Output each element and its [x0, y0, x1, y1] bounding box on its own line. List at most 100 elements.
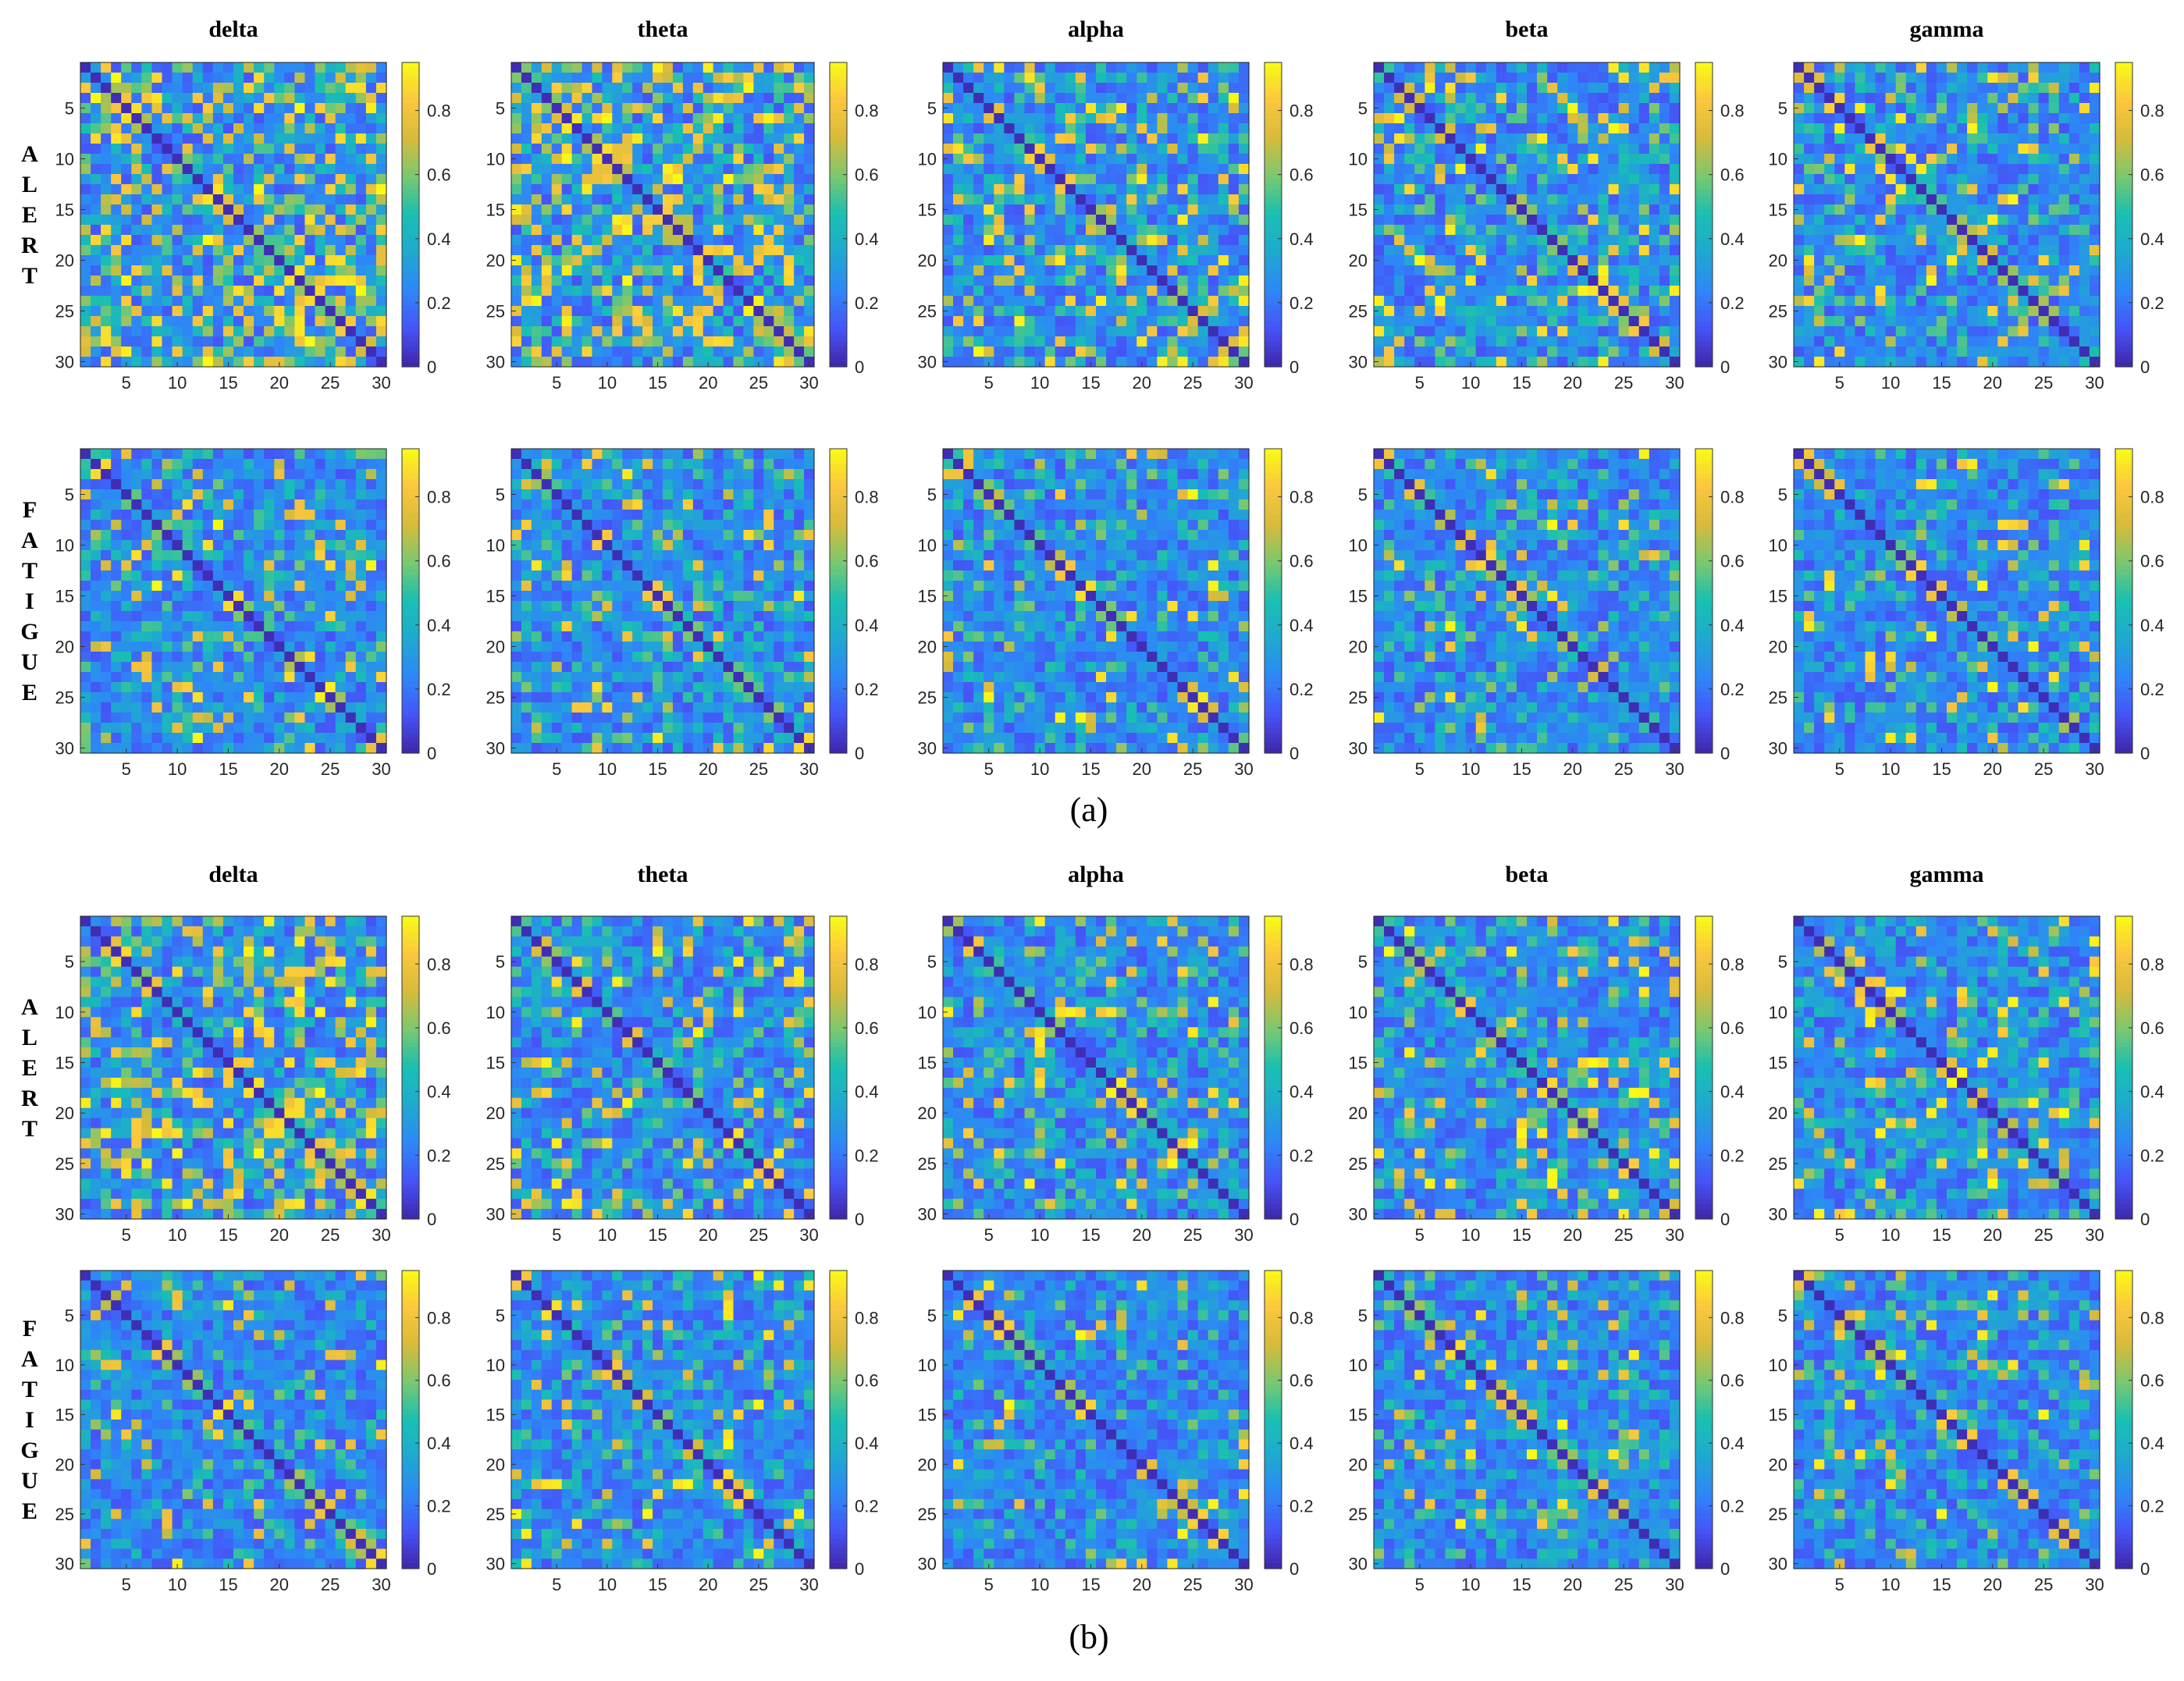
heatmap-cell [101, 123, 112, 134]
heatmap-cell [713, 347, 724, 357]
heatmap-cell [734, 62, 745, 73]
heatmap-cell [592, 326, 603, 337]
heatmap-cell [203, 296, 214, 307]
heatmap-cell [274, 62, 285, 73]
heatmap-cell [244, 265, 254, 276]
heatmap-cell [233, 336, 244, 347]
heatmap-cell [131, 144, 142, 155]
heatmap-cell [521, 326, 532, 337]
heatmap-cell [111, 326, 122, 337]
heatmap-cell [366, 326, 377, 337]
heatmap-cell [521, 194, 532, 205]
heatmap-cell [521, 336, 532, 347]
heatmap-cell [315, 113, 326, 124]
heatmap-cell [642, 225, 653, 236]
heatmap-cell [673, 296, 684, 307]
heatmap-cell [673, 144, 684, 155]
heatmap-cell [663, 245, 674, 256]
heatmap-cell [366, 336, 377, 347]
heatmap-cell [622, 316, 633, 327]
heatmap-cell [642, 93, 653, 104]
heatmap-cell [315, 123, 326, 134]
heatmap-cell [315, 347, 326, 357]
heatmap-cell [151, 286, 162, 297]
heatmap-cell [572, 306, 583, 317]
heatmap-cell [734, 245, 745, 256]
heatmap-cell [294, 113, 305, 124]
heatmap-cell [233, 73, 244, 84]
heatmap-cell [274, 83, 285, 94]
colorbar-segment [402, 291, 419, 297]
heatmap-cell [724, 174, 735, 185]
heatmap-cell [632, 306, 643, 317]
heatmap-cell [141, 235, 152, 246]
heatmap-cell [151, 204, 162, 215]
heatmap-cell [622, 133, 633, 144]
heatmap-cell [131, 235, 142, 246]
band-title-gamma: gamma [1910, 16, 1984, 42]
heatmap-cell [532, 215, 542, 226]
heatmap-cell [284, 357, 295, 368]
heatmap-cell [325, 73, 336, 84]
heatmap-cell [325, 174, 336, 185]
heatmap-cell [734, 154, 745, 165]
heatmap-cell [376, 164, 387, 175]
heatmap-cell [753, 336, 764, 347]
heatmap-cell [753, 347, 764, 357]
heatmap-cell [244, 215, 254, 226]
heatmap-cell [683, 286, 694, 297]
heatmap-cell [213, 164, 224, 175]
heatmap-cell [784, 154, 795, 165]
y-tick-label: 25 [55, 302, 74, 322]
heatmap-cell [693, 357, 704, 368]
heatmap-cell [162, 225, 173, 236]
colorbar-segment [830, 164, 847, 169]
colorbar-segment [402, 261, 419, 266]
heatmap-cell [703, 62, 714, 73]
heatmap-cell [151, 133, 162, 144]
heatmap-cell [346, 73, 357, 84]
heatmap-cell [612, 286, 623, 297]
heatmap-cell [244, 62, 254, 73]
heatmap-cell [784, 123, 795, 134]
heatmap-cell [602, 93, 613, 104]
heatmap-cell [131, 215, 142, 226]
heatmap-cell [141, 215, 152, 226]
heatmap-cell [511, 347, 522, 357]
heatmap-cell [366, 164, 377, 175]
heatmap-cell [713, 306, 724, 317]
colorbar-segment [830, 78, 847, 84]
heatmap-cell [763, 133, 774, 144]
heatmap-cell [264, 194, 275, 205]
heatmap-cell [376, 204, 387, 215]
heatmap-cell [572, 73, 583, 84]
heatmap-cell [804, 235, 815, 246]
heatmap-cell [602, 184, 613, 195]
heatmap-cell [673, 194, 684, 205]
heatmap-cell [274, 194, 285, 205]
heatmap-cell [653, 296, 663, 307]
heatmap-cell [173, 164, 183, 175]
heatmap-cell [622, 275, 633, 286]
heatmap-cell [532, 225, 542, 236]
heatmap-cell [582, 347, 593, 357]
heatmap-cell [582, 204, 593, 215]
heatmap-cell [141, 255, 152, 266]
heatmap-cell [315, 265, 326, 276]
colorbar-segment [830, 154, 847, 159]
y-tick-label: 5 [496, 99, 505, 119]
heatmap-cell [582, 286, 593, 297]
heatmap-cell [693, 123, 704, 134]
heatmap-cell [612, 62, 623, 73]
heatmap-cell [693, 113, 704, 124]
heatmap-cell [346, 245, 357, 256]
x-tick-label: 10 [168, 373, 187, 393]
heatmap-cell [703, 255, 714, 266]
heatmap-cell [642, 133, 653, 144]
heatmap-cell [183, 336, 194, 347]
heatmap-cell [582, 93, 593, 104]
heatmap-cell [254, 275, 265, 286]
heatmap-cell [131, 347, 142, 357]
heatmap-cell [612, 194, 623, 205]
heatmap-cell [254, 93, 265, 104]
